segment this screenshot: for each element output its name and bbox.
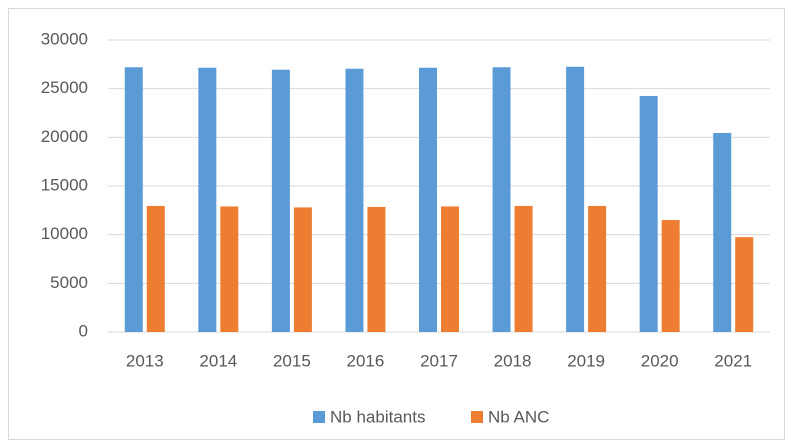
x-tick-label: 2017 bbox=[420, 351, 458, 370]
x-tick-label: 2018 bbox=[494, 351, 532, 370]
legend-label: Nb ANC bbox=[488, 407, 549, 426]
bar bbox=[271, 69, 290, 332]
bar bbox=[713, 132, 732, 332]
bar bbox=[124, 67, 143, 333]
y-tick-label: 20000 bbox=[41, 127, 88, 146]
x-tick-label: 2015 bbox=[273, 351, 311, 370]
bar bbox=[661, 220, 680, 332]
x-tick-label: 2016 bbox=[347, 351, 385, 370]
bar bbox=[293, 207, 312, 332]
bar bbox=[566, 66, 585, 333]
x-tick-label: 2020 bbox=[641, 351, 679, 370]
bar bbox=[514, 205, 533, 332]
y-tick-label: 15000 bbox=[41, 175, 88, 194]
bar bbox=[146, 205, 165, 332]
y-tick-label: 0 bbox=[79, 321, 88, 340]
bar bbox=[220, 206, 239, 332]
bar bbox=[198, 67, 217, 333]
bar bbox=[441, 206, 459, 332]
legend-label: Nb habitants bbox=[330, 407, 425, 426]
bar bbox=[639, 95, 658, 332]
bar bbox=[367, 206, 386, 332]
legend-swatch bbox=[313, 411, 325, 423]
bar bbox=[492, 67, 511, 333]
x-tick-label: 2013 bbox=[126, 351, 164, 370]
x-tick-label: 2014 bbox=[199, 351, 237, 370]
bar bbox=[735, 237, 754, 332]
bar bbox=[419, 67, 437, 333]
y-tick-label: 5000 bbox=[50, 273, 88, 292]
y-tick-label: 25000 bbox=[41, 78, 88, 97]
bar bbox=[588, 205, 607, 332]
x-tick-label: 2021 bbox=[714, 351, 752, 370]
y-tick-label: 10000 bbox=[41, 224, 88, 243]
y-tick-label: 30000 bbox=[41, 29, 88, 48]
bar bbox=[345, 68, 364, 333]
legend-swatch bbox=[471, 411, 483, 423]
x-tick-label: 2019 bbox=[567, 351, 605, 370]
